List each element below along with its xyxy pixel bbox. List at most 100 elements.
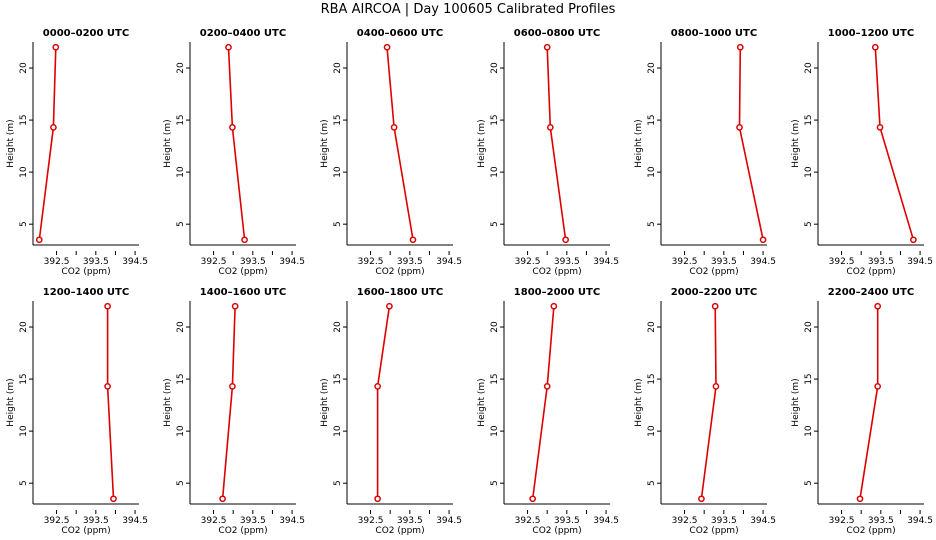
profile-panel: 0200–0400 UTC 392.5 393.5 394.5 CO2 (ppm) 5 10… — [163, 28, 305, 277]
profile-line — [531, 306, 555, 499]
y-axis-label: Height (m) — [6, 119, 16, 167]
y-axis-label: Height (m) — [634, 119, 644, 167]
y-tick-label: 20 — [333, 62, 343, 74]
x-axis-label: CO2 (ppm) — [532, 526, 581, 536]
x-axis-label: CO2 (ppm) — [846, 526, 895, 536]
profile-point — [562, 236, 569, 244]
x-tick-label: 392.5 — [829, 516, 855, 526]
profile-line — [700, 306, 717, 499]
x-axis-label: CO2 (ppm) — [689, 526, 738, 536]
profile-line — [859, 306, 879, 499]
panel-title: 1200–1400 UTC — [43, 287, 129, 298]
x-tick-label: 394.5 — [907, 257, 933, 267]
x-tick-label: 392.5 — [358, 516, 384, 526]
profile-point — [736, 124, 743, 131]
y-tick-label: 15 — [647, 114, 657, 125]
y-tick-label: 15 — [176, 114, 186, 125]
profile-point — [386, 302, 393, 310]
profile-point — [876, 124, 884, 131]
x-tick-label: 393.5 — [240, 257, 266, 267]
x-axis-label: CO2 (ppm) — [846, 267, 895, 277]
y-tick-label: 10 — [647, 166, 657, 178]
y-axis-label: Height (m) — [6, 378, 16, 426]
profile-line — [874, 47, 915, 241]
panel-title: 0200–0400 UTC — [200, 28, 286, 39]
profile-point — [543, 383, 551, 390]
y-tick-label: 5 — [490, 480, 500, 486]
x-tick-label: 394.5 — [593, 257, 619, 267]
y-tick-label: 5 — [176, 221, 186, 227]
profile-point — [698, 495, 705, 503]
x-tick-label: 394.5 — [750, 257, 776, 267]
y-tick-label: 15 — [804, 114, 814, 125]
x-tick-label: 394.5 — [593, 516, 619, 526]
x-axis-label: CO2 (ppm) — [61, 267, 110, 277]
y-tick-label: 15 — [19, 373, 29, 384]
y-tick-label: 5 — [19, 221, 29, 227]
profile-point — [52, 43, 60, 51]
x-tick-label: 394.5 — [279, 257, 305, 267]
profile-panel: 0600–0800 UTC 392.5 393.5 394.5 CO2 (ppm) 5 10… — [477, 28, 619, 277]
x-axis-label: CO2 (ppm) — [218, 267, 267, 277]
x-tick-label: 394.5 — [436, 257, 462, 267]
figure-title: RBA AIRCOA | Day 100605 Calibrated Profi… — [321, 2, 616, 17]
profile-point — [225, 43, 232, 51]
panel-title: 2200–2400 UTC — [828, 287, 914, 298]
profile-line — [106, 306, 115, 499]
y-axis-label: Height (m) — [320, 378, 330, 426]
profile-point — [219, 495, 226, 503]
y-tick-label: 5 — [804, 480, 814, 486]
profile-point — [390, 124, 398, 131]
y-tick-label: 10 — [804, 166, 814, 178]
profile-point — [759, 236, 767, 244]
x-tick-label: 394.5 — [907, 516, 933, 526]
profile-line — [546, 47, 567, 240]
x-tick-label: 392.5 — [201, 516, 227, 526]
y-tick-label: 15 — [333, 373, 343, 384]
x-axis-label: CO2 (ppm) — [218, 526, 267, 536]
profile-point — [546, 124, 554, 131]
profile-panel: 1800–2000 UTC 392.5 393.5 394.5 CO2 (ppm) 5 10… — [477, 287, 619, 536]
y-tick-label: 5 — [333, 480, 343, 486]
x-axis-label: CO2 (ppm) — [375, 526, 424, 536]
profile-line — [38, 47, 57, 240]
profile-line — [738, 47, 764, 240]
x-tick-label: 392.5 — [672, 516, 698, 526]
panel-title: 1800–2000 UTC — [514, 287, 600, 298]
profile-point — [229, 383, 236, 390]
profile-point — [910, 236, 917, 244]
y-tick-label: 20 — [176, 321, 186, 333]
profile-point — [110, 495, 117, 503]
profile-point — [241, 236, 248, 244]
y-tick-label: 20 — [647, 62, 657, 74]
x-tick-label: 392.5 — [44, 516, 70, 526]
profile-panel: 2000–2200 UTC 392.5 393.5 394.5 CO2 (ppm) 5 10… — [634, 287, 776, 536]
y-axis-label: Height (m) — [320, 119, 330, 167]
y-tick-label: 10 — [176, 166, 186, 178]
y-axis-label: Height (m) — [477, 119, 487, 167]
x-tick-label: 392.5 — [672, 257, 698, 267]
profile-line — [221, 306, 236, 499]
profile-panel: 1400–1600 UTC 392.5 393.5 394.5 CO2 (ppm) 5 10… — [163, 287, 305, 536]
profile-panel: 1200–1400 UTC 392.5 393.5 394.5 CO2 (ppm) 5 10… — [6, 287, 148, 536]
profile-point — [871, 43, 879, 51]
y-tick-label: 5 — [647, 221, 657, 227]
y-tick-label: 20 — [176, 62, 186, 74]
y-tick-label: 10 — [333, 425, 343, 437]
profile-point — [712, 383, 720, 390]
x-tick-label: 392.5 — [515, 516, 541, 526]
y-tick-label: 10 — [804, 425, 814, 437]
y-axis-label: Height (m) — [791, 119, 801, 167]
profile-point — [229, 124, 236, 131]
panel-title: 0400–0600 UTC — [357, 28, 443, 39]
y-tick-label: 15 — [176, 373, 186, 384]
y-tick-label: 15 — [333, 114, 343, 125]
y-axis-label: Height (m) — [634, 378, 644, 426]
y-axis-label: Height (m) — [791, 378, 801, 426]
x-tick-label: 392.5 — [829, 257, 855, 267]
x-tick-label: 392.5 — [515, 257, 541, 267]
profile-point — [543, 43, 551, 51]
y-axis-label: Height (m) — [163, 119, 173, 167]
y-tick-label: 15 — [490, 114, 500, 125]
